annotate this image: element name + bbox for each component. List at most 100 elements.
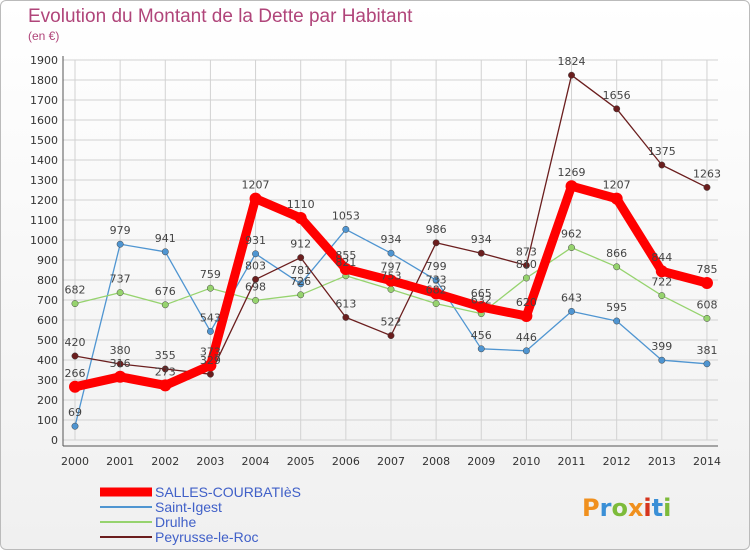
data-label: 737 xyxy=(110,273,131,286)
data-label: 797 xyxy=(380,261,401,274)
data-label: 632 xyxy=(471,294,492,307)
data-point xyxy=(477,249,485,257)
data-label: 855 xyxy=(335,249,356,262)
data-label: 665 xyxy=(471,287,492,300)
x-tick-label: 2011 xyxy=(558,455,586,468)
y-tick-label: 300 xyxy=(37,374,58,387)
data-point xyxy=(613,317,621,325)
data-label: 912 xyxy=(290,238,311,251)
data-point xyxy=(477,345,485,353)
data-point xyxy=(252,296,260,304)
data-point xyxy=(297,254,305,262)
data-point xyxy=(252,275,260,283)
data-label: 810 xyxy=(516,258,537,271)
data-point xyxy=(204,359,217,372)
data-point xyxy=(430,287,443,300)
data-label: 759 xyxy=(200,268,221,281)
data-label: 1110 xyxy=(287,198,315,211)
data-label: 643 xyxy=(561,291,582,304)
data-label: 962 xyxy=(561,228,582,241)
data-point xyxy=(703,183,711,191)
data-point xyxy=(655,265,668,278)
data-label: 1656 xyxy=(603,89,631,102)
data-label: 931 xyxy=(245,234,266,247)
data-point xyxy=(568,307,575,315)
data-point xyxy=(159,379,172,392)
proxiti-logo: Proxiti xyxy=(582,494,671,522)
data-point xyxy=(161,248,169,256)
legend-label: Drulhe xyxy=(155,514,196,530)
data-label: 821 xyxy=(335,256,356,269)
data-label: 753 xyxy=(380,269,401,282)
data-label: 799 xyxy=(426,260,447,273)
series-group xyxy=(69,71,713,430)
y-tick-label: 600 xyxy=(37,314,58,327)
data-label: 866 xyxy=(606,247,627,260)
data-point xyxy=(206,370,214,378)
data-label: 420 xyxy=(65,336,86,349)
data-point xyxy=(565,180,578,193)
data-point xyxy=(71,422,79,430)
y-tick-label: 700 xyxy=(37,294,58,307)
axes: 0 100 200 300 400 500 600 700 800 900 1000 1100 1200… xyxy=(30,54,721,468)
data-label: 595 xyxy=(606,301,627,314)
data-point xyxy=(71,352,79,360)
data-point xyxy=(161,365,169,373)
y-tick-label: 1800 xyxy=(30,74,58,87)
data-point xyxy=(114,370,127,383)
data-label: 522 xyxy=(380,316,401,329)
x-tick-label: 2010 xyxy=(512,455,540,468)
data-label: 1207 xyxy=(242,179,270,192)
y-tick-label: 1600 xyxy=(30,114,58,127)
data-point xyxy=(475,301,488,313)
y-tick-label: 200 xyxy=(37,394,58,407)
data-label: 1269 xyxy=(558,166,586,179)
data-label: 273 xyxy=(155,365,176,378)
data-label: 733 xyxy=(426,273,447,286)
y-tick-label: 1000 xyxy=(30,234,58,247)
data-point xyxy=(294,212,307,224)
data-label: 329 xyxy=(200,354,221,367)
data-point xyxy=(522,274,530,282)
data-label: 446 xyxy=(516,331,537,344)
x-tick-label: 2004 xyxy=(242,455,270,468)
x-tick-label: 2005 xyxy=(287,455,315,468)
data-point xyxy=(297,280,305,288)
data-label: 373 xyxy=(200,345,221,358)
legend-label: Peyrusse-le-Roc xyxy=(155,529,258,545)
y-tick-label: 900 xyxy=(37,254,58,267)
logo-text: Proxiti xyxy=(582,494,671,522)
y-tick-label: 1900 xyxy=(30,54,58,67)
data-label: 613 xyxy=(335,297,356,310)
data-label: 355 xyxy=(155,349,176,362)
data-point xyxy=(522,347,530,355)
data-label: 620 xyxy=(516,296,537,309)
data-point xyxy=(342,225,350,233)
data-point xyxy=(116,240,124,248)
x-tick-label: 2001 xyxy=(106,455,134,468)
y-tick-label: 1300 xyxy=(30,174,58,187)
y-tick-label: 0 xyxy=(51,434,58,447)
data-label: 676 xyxy=(155,285,176,298)
data-label: 844 xyxy=(651,251,672,264)
data-point xyxy=(342,313,350,321)
data-label: 69 xyxy=(68,406,82,419)
data-point xyxy=(610,192,623,205)
data-point xyxy=(116,289,124,297)
data-point xyxy=(206,284,214,292)
y-tick-label: 1700 xyxy=(30,94,58,107)
data-point xyxy=(206,327,214,335)
y-tick-label: 1200 xyxy=(30,194,58,207)
data-label: 266 xyxy=(65,367,86,380)
data-point xyxy=(658,161,666,169)
data-label: 1263 xyxy=(693,167,721,180)
data-point xyxy=(387,285,395,293)
data-label: 722 xyxy=(651,276,672,289)
data-label: 941 xyxy=(155,232,176,245)
data-label: 316 xyxy=(110,357,131,370)
data-point xyxy=(384,274,397,287)
data-label: 803 xyxy=(245,259,266,272)
data-label: 873 xyxy=(516,245,537,258)
data-labels: 69 979 941 543 931 781 1053 934 799 456 446 643 595 3… xyxy=(65,55,721,419)
